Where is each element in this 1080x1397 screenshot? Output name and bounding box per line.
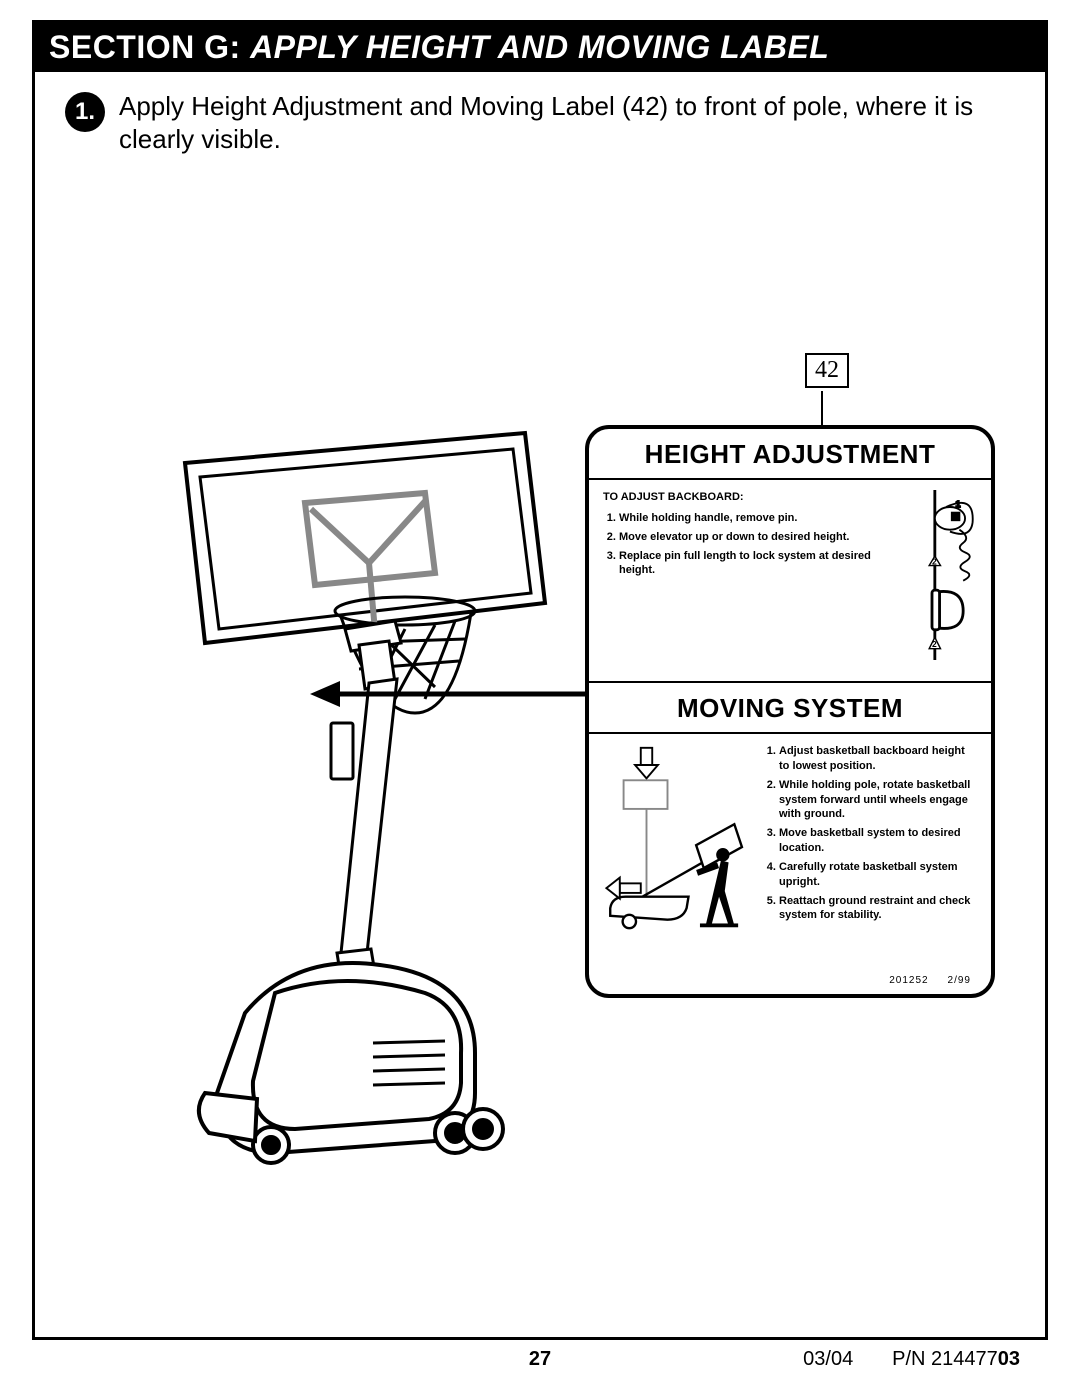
moving-text: Adjust basketball backboard height to lo… [763,744,977,959]
step-bullet: 1. [65,92,105,132]
svg-text:2: 2 [932,639,937,649]
moving-step: While holding pole, rotate basketball sy… [779,778,977,823]
moving-illustration [603,744,753,959]
moving-system-title: MOVING SYSTEM [589,683,991,732]
section-header: SECTION G: APPLY HEIGHT AND MOVING LABEL [35,23,1045,72]
moving-step: Adjust basketball backboard height to lo… [779,744,977,774]
height-subhead: TO ADJUST BACKBOARD: [603,490,877,505]
height-step: While holding handle, remove pin. [619,511,877,526]
pointer-arrow [310,679,600,709]
basketball-hoop-illustration [145,393,625,1173]
step-number: 1. [75,98,95,126]
page-frame: SECTION G: APPLY HEIGHT AND MOVING LABEL… [32,20,1048,1340]
page-number: 27 [32,1348,1048,1371]
height-illustration: 1 2 [887,490,977,665]
height-steps-list: While holding handle, remove pin. Move e… [603,511,877,578]
height-adjustment-body: TO ADJUST BACKBOARD: While holding handl… [589,480,991,681]
step-text: Apply Height Adjustment and Moving Label… [119,90,1015,155]
height-adjustment-title: HEIGHT ADJUSTMENT [589,429,991,478]
label-footer-date: 2/99 [948,975,971,986]
label-footer: 201252 2/99 [589,975,991,994]
section-title: APPLY HEIGHT AND MOVING LABEL [250,29,829,65]
svg-text:2: 2 [932,557,937,567]
label-card: HEIGHT ADJUSTMENT TO ADJUST BACKBOARD: W… [585,425,995,998]
moving-step: Reattach ground restraint and check syst… [779,894,977,924]
page-footer: . 27 03/04 P/N 21447703 [32,1348,1048,1371]
height-step: Replace pin full length to lock system a… [619,549,877,579]
moving-step: Move basketball system to desired locati… [779,826,977,856]
moving-steps-list: Adjust basketball backboard height to lo… [763,744,977,923]
height-text: TO ADJUST BACKBOARD: While holding handl… [603,490,877,665]
moving-system-body: Adjust basketball backboard height to lo… [589,734,991,975]
height-step: Move elevator up or down to desired heig… [619,530,877,545]
diagram-area: 42 [165,363,1015,1163]
moving-step: Carefully rotate basketball system uprig… [779,860,977,890]
label-footer-code: 201252 [889,975,928,986]
step-row: 1. Apply Height Adjustment and Moving La… [35,72,1045,155]
svg-text:1: 1 [956,499,961,509]
part-callout-box: 42 [805,353,849,388]
section-prefix: SECTION G: [49,29,241,65]
